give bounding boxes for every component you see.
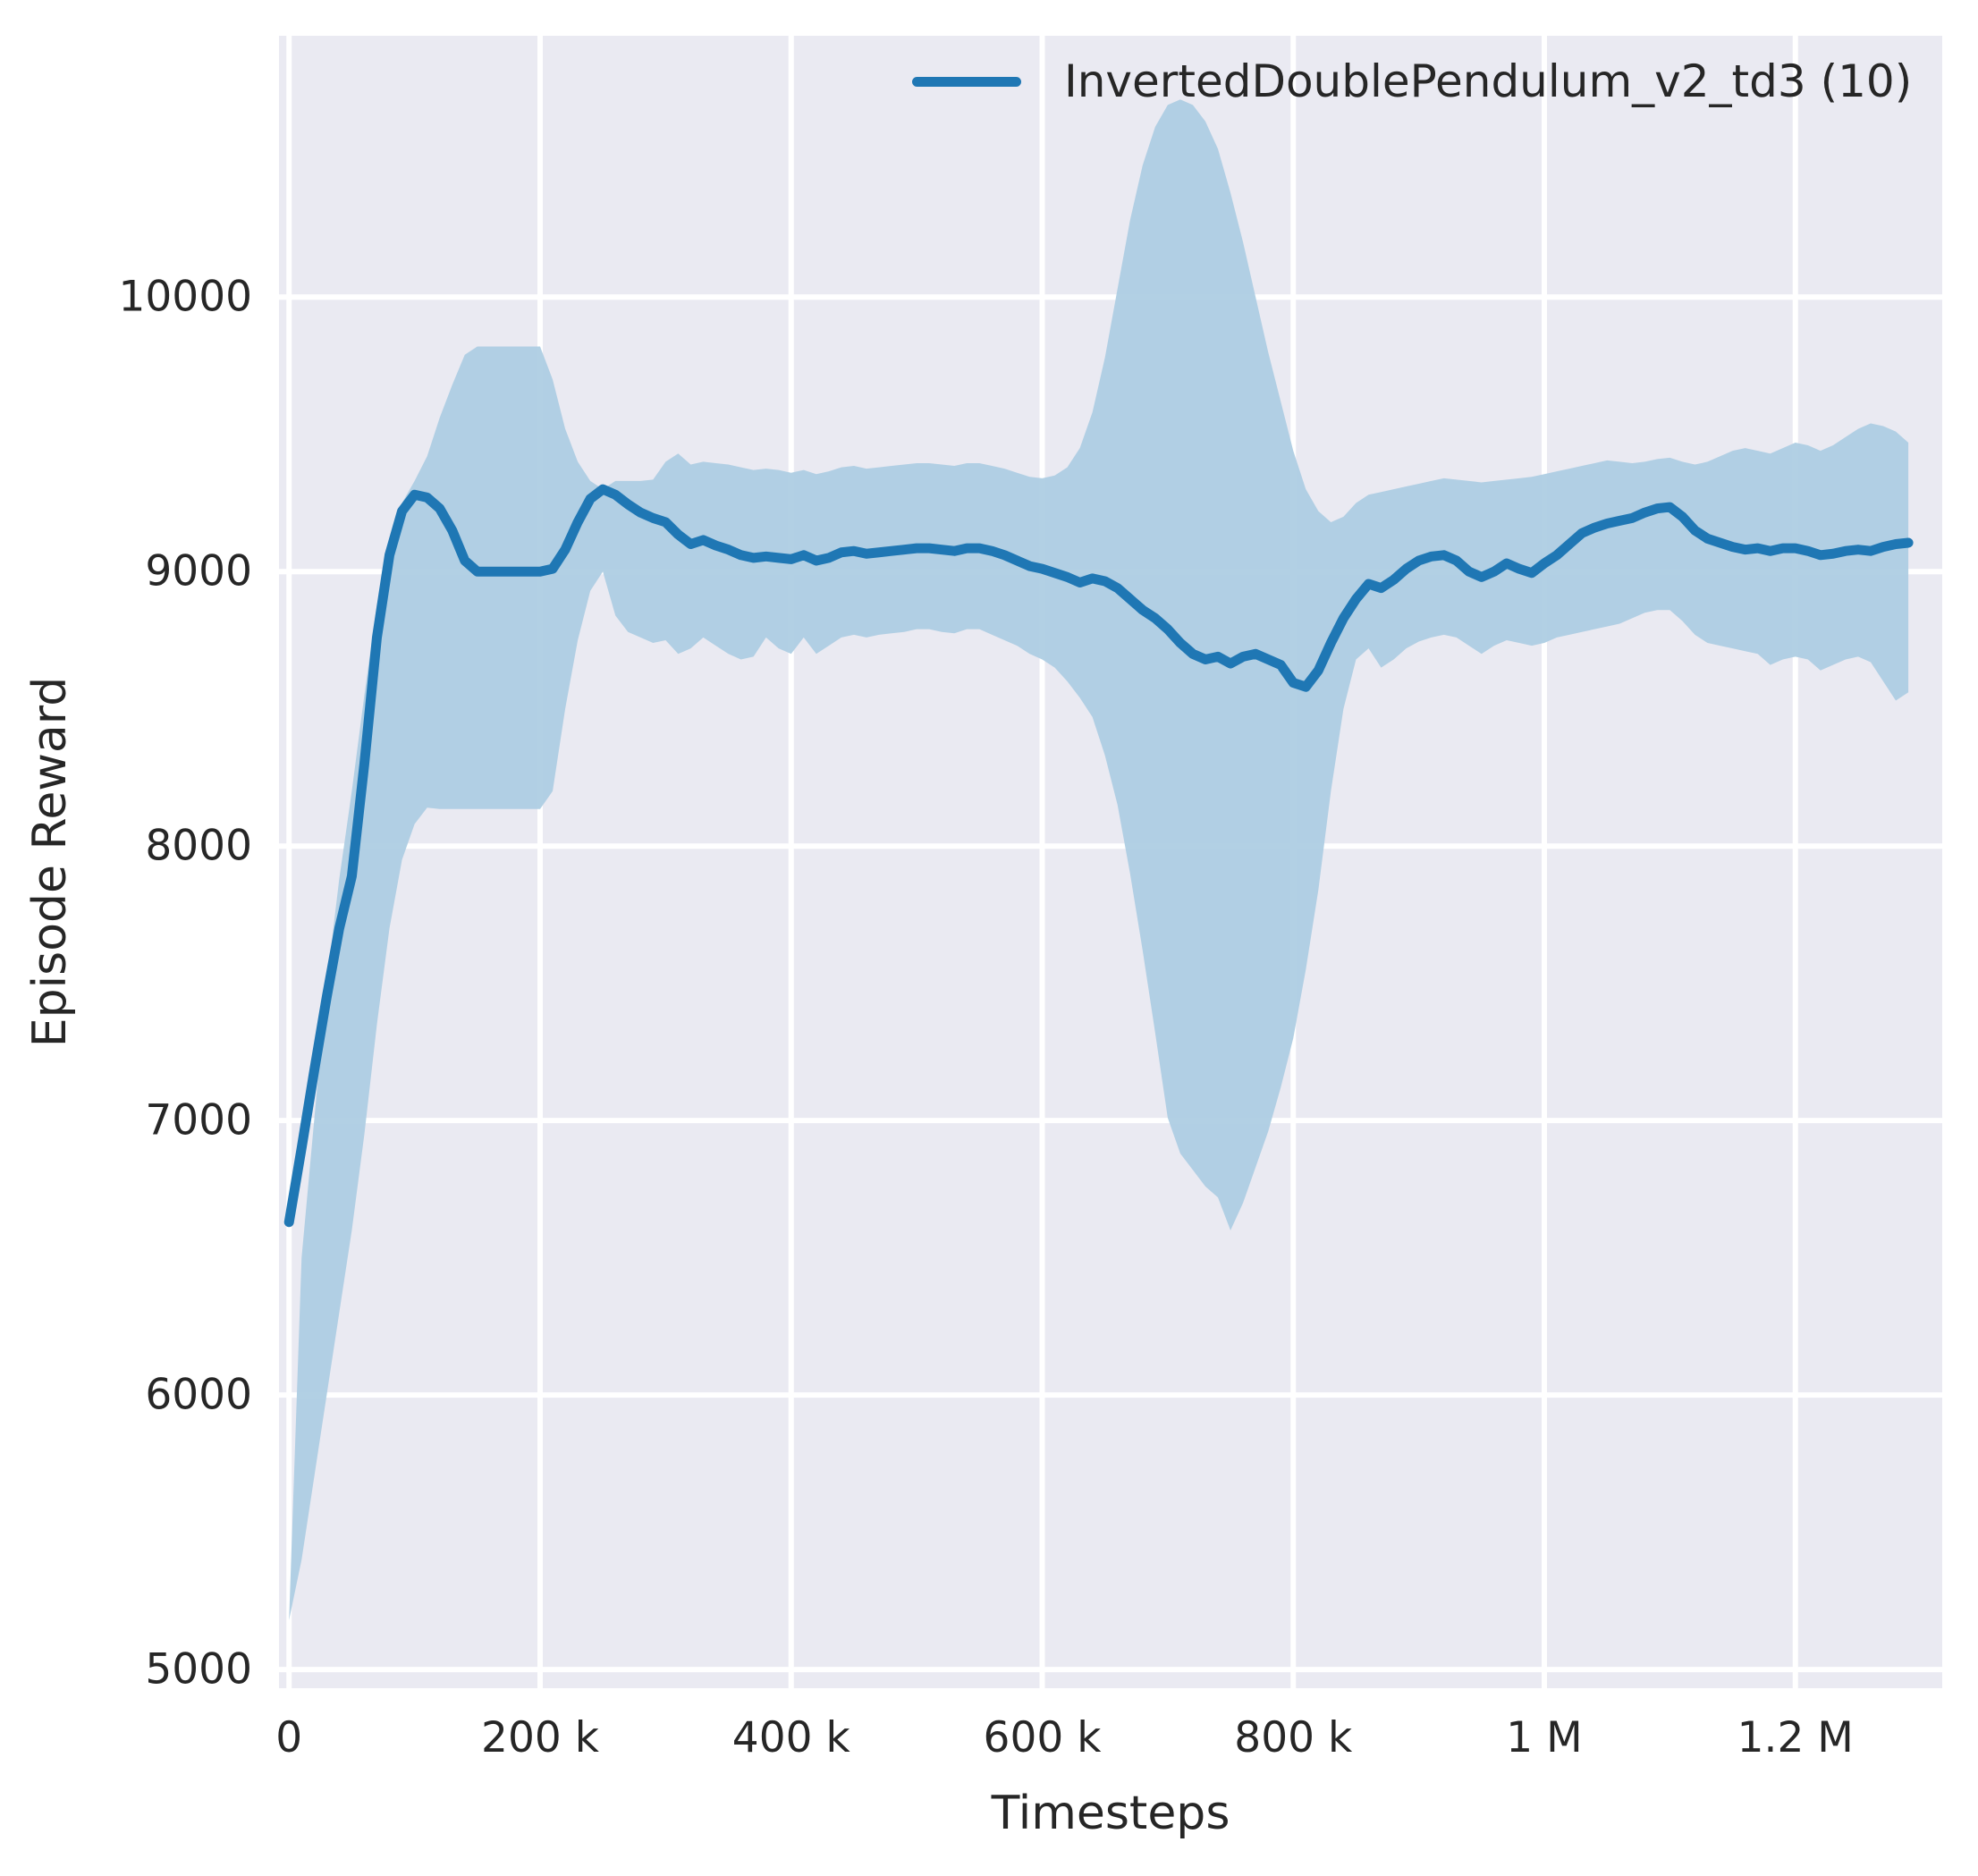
y-tick-label: 8000 [145,821,252,871]
y-tick-label: 7000 [145,1095,252,1145]
plot-background [279,36,1942,1688]
x-tick-label: 0 [275,1713,303,1762]
legend-entry-label: InvertedDoublePendulum_v2_td3 (10) [1064,55,1913,107]
series-line-invertedpendulum-td3 [283,484,1914,1228]
x-tick-label: 1.2 M [1737,1713,1854,1762]
y-tick-label: 9000 [145,546,252,596]
x-axis-title: Timesteps [991,1787,1230,1840]
chart-legend: InvertedDoublePendulum_v2_td3 (10) [912,41,1914,122]
y-tick-label: 6000 [145,1370,252,1420]
y-axis-title: Episode Reward [23,676,77,1048]
x-tick-label: 1 M [1506,1713,1583,1762]
y-tick-label: 5000 [145,1644,252,1694]
x-tick-label: 600 k [983,1713,1102,1762]
confidence-band [289,99,1909,1620]
x-tick-label: 400 k [731,1713,850,1762]
x-tick-label: 800 k [1234,1713,1353,1762]
x-tick-label: 200 k [481,1713,599,1762]
legend-line-swatch-icon [912,76,1021,87]
y-tick-label: 10000 [118,272,252,322]
